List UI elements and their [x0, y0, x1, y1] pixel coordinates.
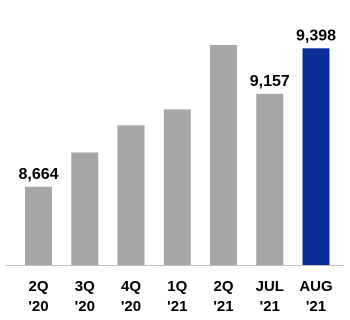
bar-6 — [302, 48, 330, 265]
x-axis-tick-labels: 2Q '20 3Q '20 4Q '20 1Q '21 2Q '21 JUL '21 AUG '21 — [28, 278, 332, 315]
x-tick-label-5-line-2: '21 — [260, 298, 280, 315]
bar-1 — [71, 152, 99, 265]
data-label-6: 9,398 — [296, 27, 336, 44]
x-tick-label-2-line-2: '20 — [121, 298, 141, 315]
x-tick-label-6-line-2: '21 — [306, 298, 326, 315]
x-tick-label-2-line-1: 4Q — [121, 278, 141, 295]
x-tick-label-3-line-2: '21 — [167, 298, 187, 315]
x-tick-label-4-line-2: '21 — [213, 298, 233, 315]
x-tick-label-1-line-1: 3Q — [75, 278, 95, 295]
x-tick-label-3-line-1: 1Q — [167, 278, 187, 295]
x-tick-label-1-line-2: '20 — [75, 298, 95, 315]
data-label-5: 9,157 — [250, 73, 290, 90]
bar-4 — [210, 45, 237, 265]
bars-layer — [25, 45, 330, 266]
x-tick-label-0-line-1: 2Q — [28, 278, 48, 295]
data-label-0: 8,664 — [18, 166, 58, 183]
x-tick-label-6-line-1: AUG — [299, 278, 332, 295]
data-labels-layer: 8,664 9,157 9,398 — [18, 27, 336, 183]
bar-3 — [163, 109, 191, 266]
x-tick-label-5-line-1: JUL — [256, 278, 284, 295]
bar-5 — [256, 93, 284, 265]
x-tick-label-0-line-2: '20 — [28, 298, 48, 315]
bar-0 — [25, 186, 52, 265]
bar-2 — [117, 125, 145, 265]
x-tick-label-4-line-1: 2Q — [213, 278, 233, 295]
